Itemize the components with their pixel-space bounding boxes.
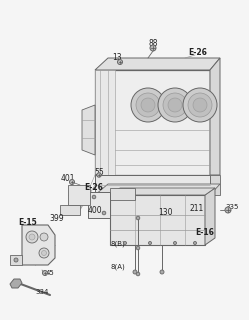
Circle shape bbox=[183, 88, 217, 122]
Polygon shape bbox=[95, 58, 220, 70]
Polygon shape bbox=[10, 279, 22, 288]
Polygon shape bbox=[95, 175, 210, 195]
Circle shape bbox=[14, 258, 18, 262]
Text: 8(A): 8(A) bbox=[111, 264, 125, 270]
Text: 55: 55 bbox=[94, 167, 104, 177]
Polygon shape bbox=[110, 195, 205, 245]
Text: 400: 400 bbox=[88, 205, 102, 214]
Circle shape bbox=[168, 98, 182, 112]
Text: 45: 45 bbox=[46, 270, 54, 276]
Circle shape bbox=[29, 234, 35, 240]
Polygon shape bbox=[22, 225, 55, 265]
Text: E-16: E-16 bbox=[195, 228, 214, 236]
Circle shape bbox=[43, 270, 48, 276]
Circle shape bbox=[124, 242, 126, 244]
Circle shape bbox=[136, 93, 160, 117]
Polygon shape bbox=[82, 105, 95, 155]
Text: 130: 130 bbox=[158, 207, 172, 217]
Circle shape bbox=[188, 93, 212, 117]
Circle shape bbox=[69, 180, 74, 185]
Circle shape bbox=[39, 248, 49, 258]
Text: E-26: E-26 bbox=[85, 182, 103, 191]
Circle shape bbox=[136, 272, 140, 276]
Circle shape bbox=[26, 231, 38, 243]
Polygon shape bbox=[110, 188, 135, 200]
Circle shape bbox=[97, 173, 101, 177]
Circle shape bbox=[133, 270, 137, 274]
Text: 401: 401 bbox=[61, 173, 75, 182]
Circle shape bbox=[118, 60, 123, 65]
Circle shape bbox=[193, 242, 196, 244]
Text: 211: 211 bbox=[190, 204, 204, 212]
Circle shape bbox=[163, 93, 187, 117]
Polygon shape bbox=[95, 184, 220, 195]
Circle shape bbox=[102, 211, 106, 215]
Circle shape bbox=[42, 251, 47, 255]
Circle shape bbox=[136, 216, 140, 220]
Polygon shape bbox=[10, 255, 22, 265]
Circle shape bbox=[225, 207, 231, 213]
Circle shape bbox=[131, 88, 165, 122]
Text: 335: 335 bbox=[225, 204, 239, 210]
Circle shape bbox=[160, 270, 164, 274]
Circle shape bbox=[92, 195, 96, 199]
Circle shape bbox=[136, 246, 140, 250]
Polygon shape bbox=[205, 188, 215, 245]
Circle shape bbox=[174, 242, 177, 244]
Polygon shape bbox=[88, 192, 110, 218]
Polygon shape bbox=[110, 188, 215, 195]
Circle shape bbox=[193, 98, 207, 112]
Circle shape bbox=[40, 233, 48, 241]
Circle shape bbox=[148, 242, 151, 244]
Circle shape bbox=[141, 98, 155, 112]
Circle shape bbox=[150, 45, 156, 51]
Polygon shape bbox=[68, 185, 90, 205]
Text: 13: 13 bbox=[112, 52, 122, 61]
Polygon shape bbox=[60, 205, 80, 215]
Text: 399: 399 bbox=[50, 213, 64, 222]
Text: 88: 88 bbox=[148, 38, 158, 47]
Polygon shape bbox=[210, 175, 220, 195]
Polygon shape bbox=[210, 58, 220, 175]
Text: 8(B): 8(B) bbox=[111, 241, 125, 247]
Polygon shape bbox=[95, 70, 210, 175]
Polygon shape bbox=[95, 70, 115, 175]
Text: E-26: E-26 bbox=[188, 47, 207, 57]
Text: E-15: E-15 bbox=[19, 218, 37, 227]
Text: 334: 334 bbox=[35, 289, 49, 295]
Circle shape bbox=[158, 88, 192, 122]
